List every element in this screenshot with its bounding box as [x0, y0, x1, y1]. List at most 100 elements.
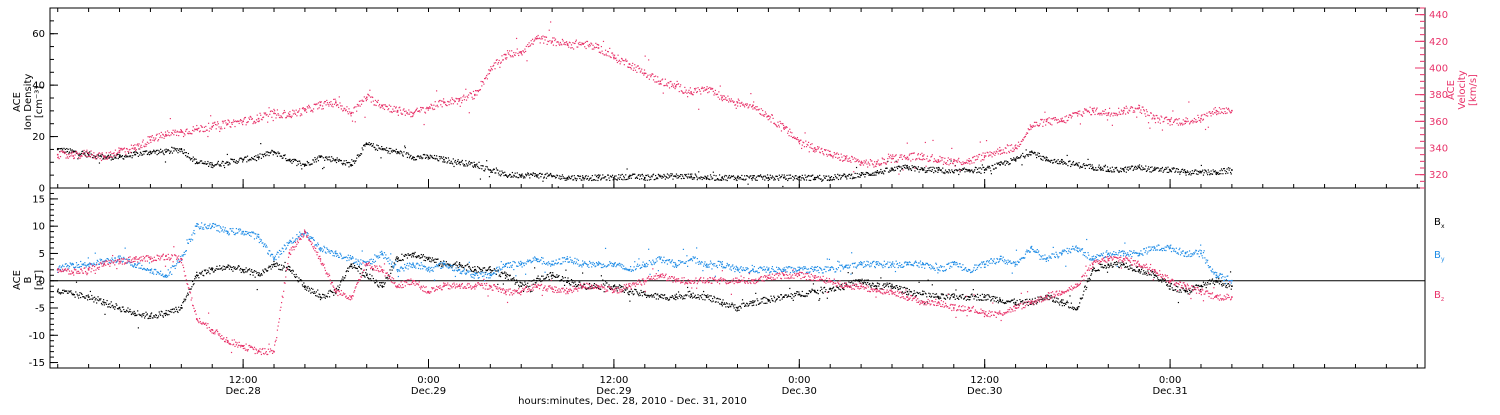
ion-density-sample	[966, 169, 967, 170]
velocity-sample	[249, 119, 250, 120]
velocity-sample	[1042, 119, 1043, 120]
bx-point	[366, 274, 368, 276]
ion-density-sample	[1178, 169, 1179, 170]
bx-sample	[106, 304, 107, 305]
velocity-sample	[428, 110, 429, 111]
bx-sample	[921, 294, 922, 295]
velocity-sample	[574, 43, 575, 44]
ion-density-point	[1107, 169, 1109, 171]
ion-density-sample	[747, 184, 748, 185]
velocity-sample	[677, 81, 678, 82]
velocity-sample	[823, 153, 824, 154]
bx-point	[459, 264, 461, 266]
velocity-sample	[595, 47, 596, 48]
velocity-sample	[93, 157, 94, 158]
velocity-sample	[669, 87, 670, 88]
ion-density-sample	[506, 176, 507, 177]
ion-density-sample	[108, 155, 109, 156]
ion-density-sample	[406, 152, 407, 153]
velocity-sample	[238, 121, 239, 122]
ion-density-sample	[806, 179, 807, 180]
ion-density-sample	[1197, 171, 1198, 172]
bx-sample	[332, 292, 333, 293]
ion-density-sample	[792, 176, 793, 177]
velocity-sample	[915, 159, 916, 160]
velocity-sample	[301, 114, 302, 115]
bx-sample	[731, 303, 732, 304]
ion-density-sample	[757, 180, 758, 181]
velocity-sample	[884, 162, 885, 163]
bx-sample	[440, 261, 441, 262]
velocity-sample	[351, 115, 352, 116]
velocity-sample	[163, 138, 164, 139]
ion-density-sample	[282, 157, 283, 158]
bx-sample	[369, 274, 370, 275]
velocity-sample	[540, 38, 541, 39]
velocity-sample	[534, 39, 535, 40]
bx-sample	[987, 294, 988, 295]
velocity-sample	[519, 52, 520, 53]
ion-density-sample	[1202, 170, 1203, 171]
bx-sample	[733, 305, 734, 306]
velocity-sample	[464, 99, 465, 100]
velocity-sample	[882, 158, 883, 159]
bx-sample	[525, 284, 526, 285]
bx-sample	[309, 288, 310, 289]
velocity-sample	[1017, 145, 1018, 146]
ion-density-sample	[523, 177, 524, 178]
ion-density-sample	[324, 160, 325, 161]
ion-density-sample	[604, 177, 605, 178]
ion-density-sample	[208, 166, 209, 167]
velocity-point	[690, 91, 692, 93]
velocity-sample	[690, 87, 691, 88]
velocity-sample	[70, 155, 71, 156]
ion-density-sample	[233, 161, 234, 162]
ion-density-sample	[181, 148, 182, 149]
ion-density-sample	[682, 176, 683, 177]
velocity-sample	[866, 160, 867, 161]
velocity-sample	[1155, 122, 1156, 123]
ion-density-sample	[852, 177, 853, 178]
velocity-sample	[707, 92, 708, 93]
ion-density-sample	[164, 149, 165, 150]
bx-sample	[653, 294, 654, 295]
velocity-sample	[423, 107, 424, 108]
ion-density-sample	[531, 174, 532, 175]
velocity-sample	[295, 114, 296, 115]
ion-density-sample	[405, 153, 406, 154]
velocity-sample	[1216, 114, 1217, 115]
bx-sample	[84, 296, 85, 297]
velocity-sample	[222, 121, 223, 122]
ion-density-sample	[416, 159, 417, 160]
ion-density-sample	[1046, 157, 1047, 158]
velocity-sample	[137, 143, 138, 144]
velocity-sample	[860, 165, 861, 166]
velocity-sample	[1160, 123, 1161, 124]
ion-density-sample	[573, 179, 574, 180]
bx-sample	[697, 294, 698, 295]
ion-density-sample	[621, 179, 622, 180]
velocity-sample	[1192, 120, 1193, 121]
velocity-sample	[1086, 110, 1087, 111]
bx-sample	[223, 266, 224, 267]
bx-sample	[324, 294, 325, 295]
bx-sample	[807, 295, 808, 296]
bx-sample	[188, 294, 189, 295]
ion-density-sample	[396, 149, 397, 150]
velocity-sample	[804, 132, 805, 133]
velocity-sample	[108, 156, 109, 157]
ion-density-sample	[1210, 173, 1211, 174]
ion-density-sample	[219, 165, 220, 166]
ion-density-sample	[658, 174, 659, 175]
ion-density-sample	[636, 176, 637, 177]
velocity-sample	[248, 117, 249, 118]
ion-density-sample	[292, 159, 293, 160]
ion-density-sample	[801, 177, 802, 178]
ion-density-sample	[580, 176, 581, 177]
bx-sample	[225, 269, 226, 270]
velocity-sample	[160, 135, 161, 136]
ion-density-sample	[1145, 165, 1146, 166]
ion-density-sample	[1069, 161, 1070, 162]
velocity-sample	[1204, 114, 1205, 115]
velocity-point	[938, 159, 940, 161]
